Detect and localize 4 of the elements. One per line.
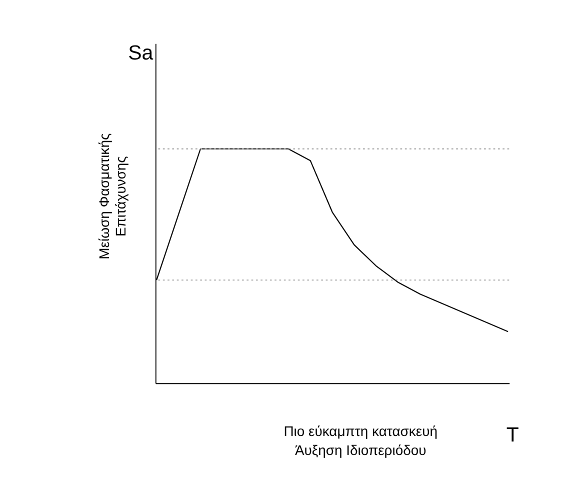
text: Μείωση Φασματικής Επιτάχυνσης [96, 133, 129, 260]
x-axis-title: T [506, 423, 520, 446]
y-axis-title: Sa [128, 42, 154, 65]
text: Πιο εύκαμπτη κατασκευή Άυξηση Ιδιοπεριόδου [284, 423, 438, 458]
